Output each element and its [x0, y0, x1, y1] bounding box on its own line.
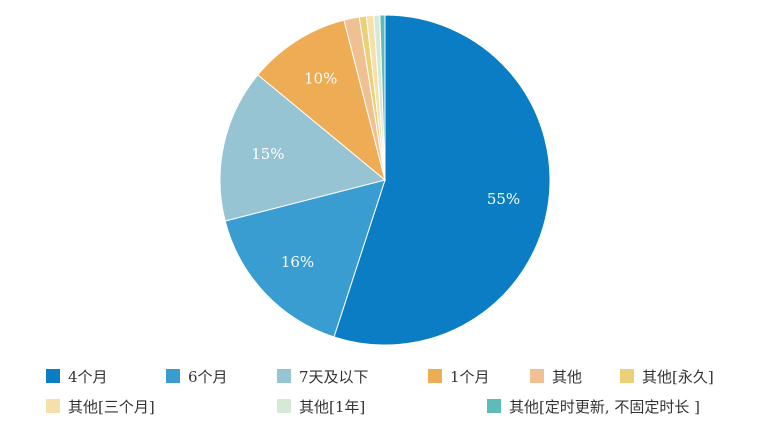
legend-swatch — [428, 369, 442, 383]
legend-item: 其他 — [530, 367, 583, 386]
legend-item: 其他[定时更新, 不固定时长 ] — [487, 397, 701, 416]
pie-slice — [379, 14, 386, 181]
pie-slice — [257, 19, 386, 182]
legend-item: 其他[永久] — [620, 367, 714, 386]
slice-value-label: 16% — [281, 253, 314, 271]
legend-item: 7天及以下 — [277, 367, 369, 386]
legend-label: 其他[永久] — [642, 367, 714, 386]
legend-label: 1个月 — [450, 367, 490, 386]
legend-swatch — [277, 399, 291, 413]
legend-label: 4个月 — [68, 367, 108, 386]
legend-swatch — [46, 399, 60, 413]
pie-slice — [224, 179, 386, 338]
legend-swatch — [530, 369, 544, 383]
legend-label: 其他[定时更新, 不固定时长 ] — [509, 397, 701, 416]
pie-slices — [219, 14, 551, 346]
legend-item: 其他[1年] — [277, 397, 366, 416]
legend-swatch — [277, 369, 291, 383]
pie-value-labels: 55% 16% 15% 10% — [251, 70, 520, 271]
legend-item: 6个月 — [166, 367, 228, 386]
legend-swatch — [166, 369, 180, 383]
legend-swatch — [487, 399, 501, 413]
slice-value-label: 15% — [251, 145, 284, 163]
pie-slice — [219, 74, 387, 222]
legend-swatch — [620, 369, 634, 383]
legend-item: 1个月 — [428, 367, 490, 386]
legend-label: 其他[1年] — [299, 397, 366, 416]
legend-item: 4个月 — [46, 367, 108, 386]
legend-label: 其他 — [552, 367, 583, 386]
slice-value-label: 10% — [304, 70, 337, 88]
legend-swatch — [46, 369, 60, 383]
legend-label: 6个月 — [188, 367, 228, 386]
legend-label: 7天及以下 — [299, 367, 369, 386]
pie-slice — [333, 14, 551, 346]
legend-item: 其他[三个月] — [46, 397, 155, 416]
legend-label: 其他[三个月] — [68, 397, 155, 416]
slice-value-label: 55% — [487, 190, 520, 208]
